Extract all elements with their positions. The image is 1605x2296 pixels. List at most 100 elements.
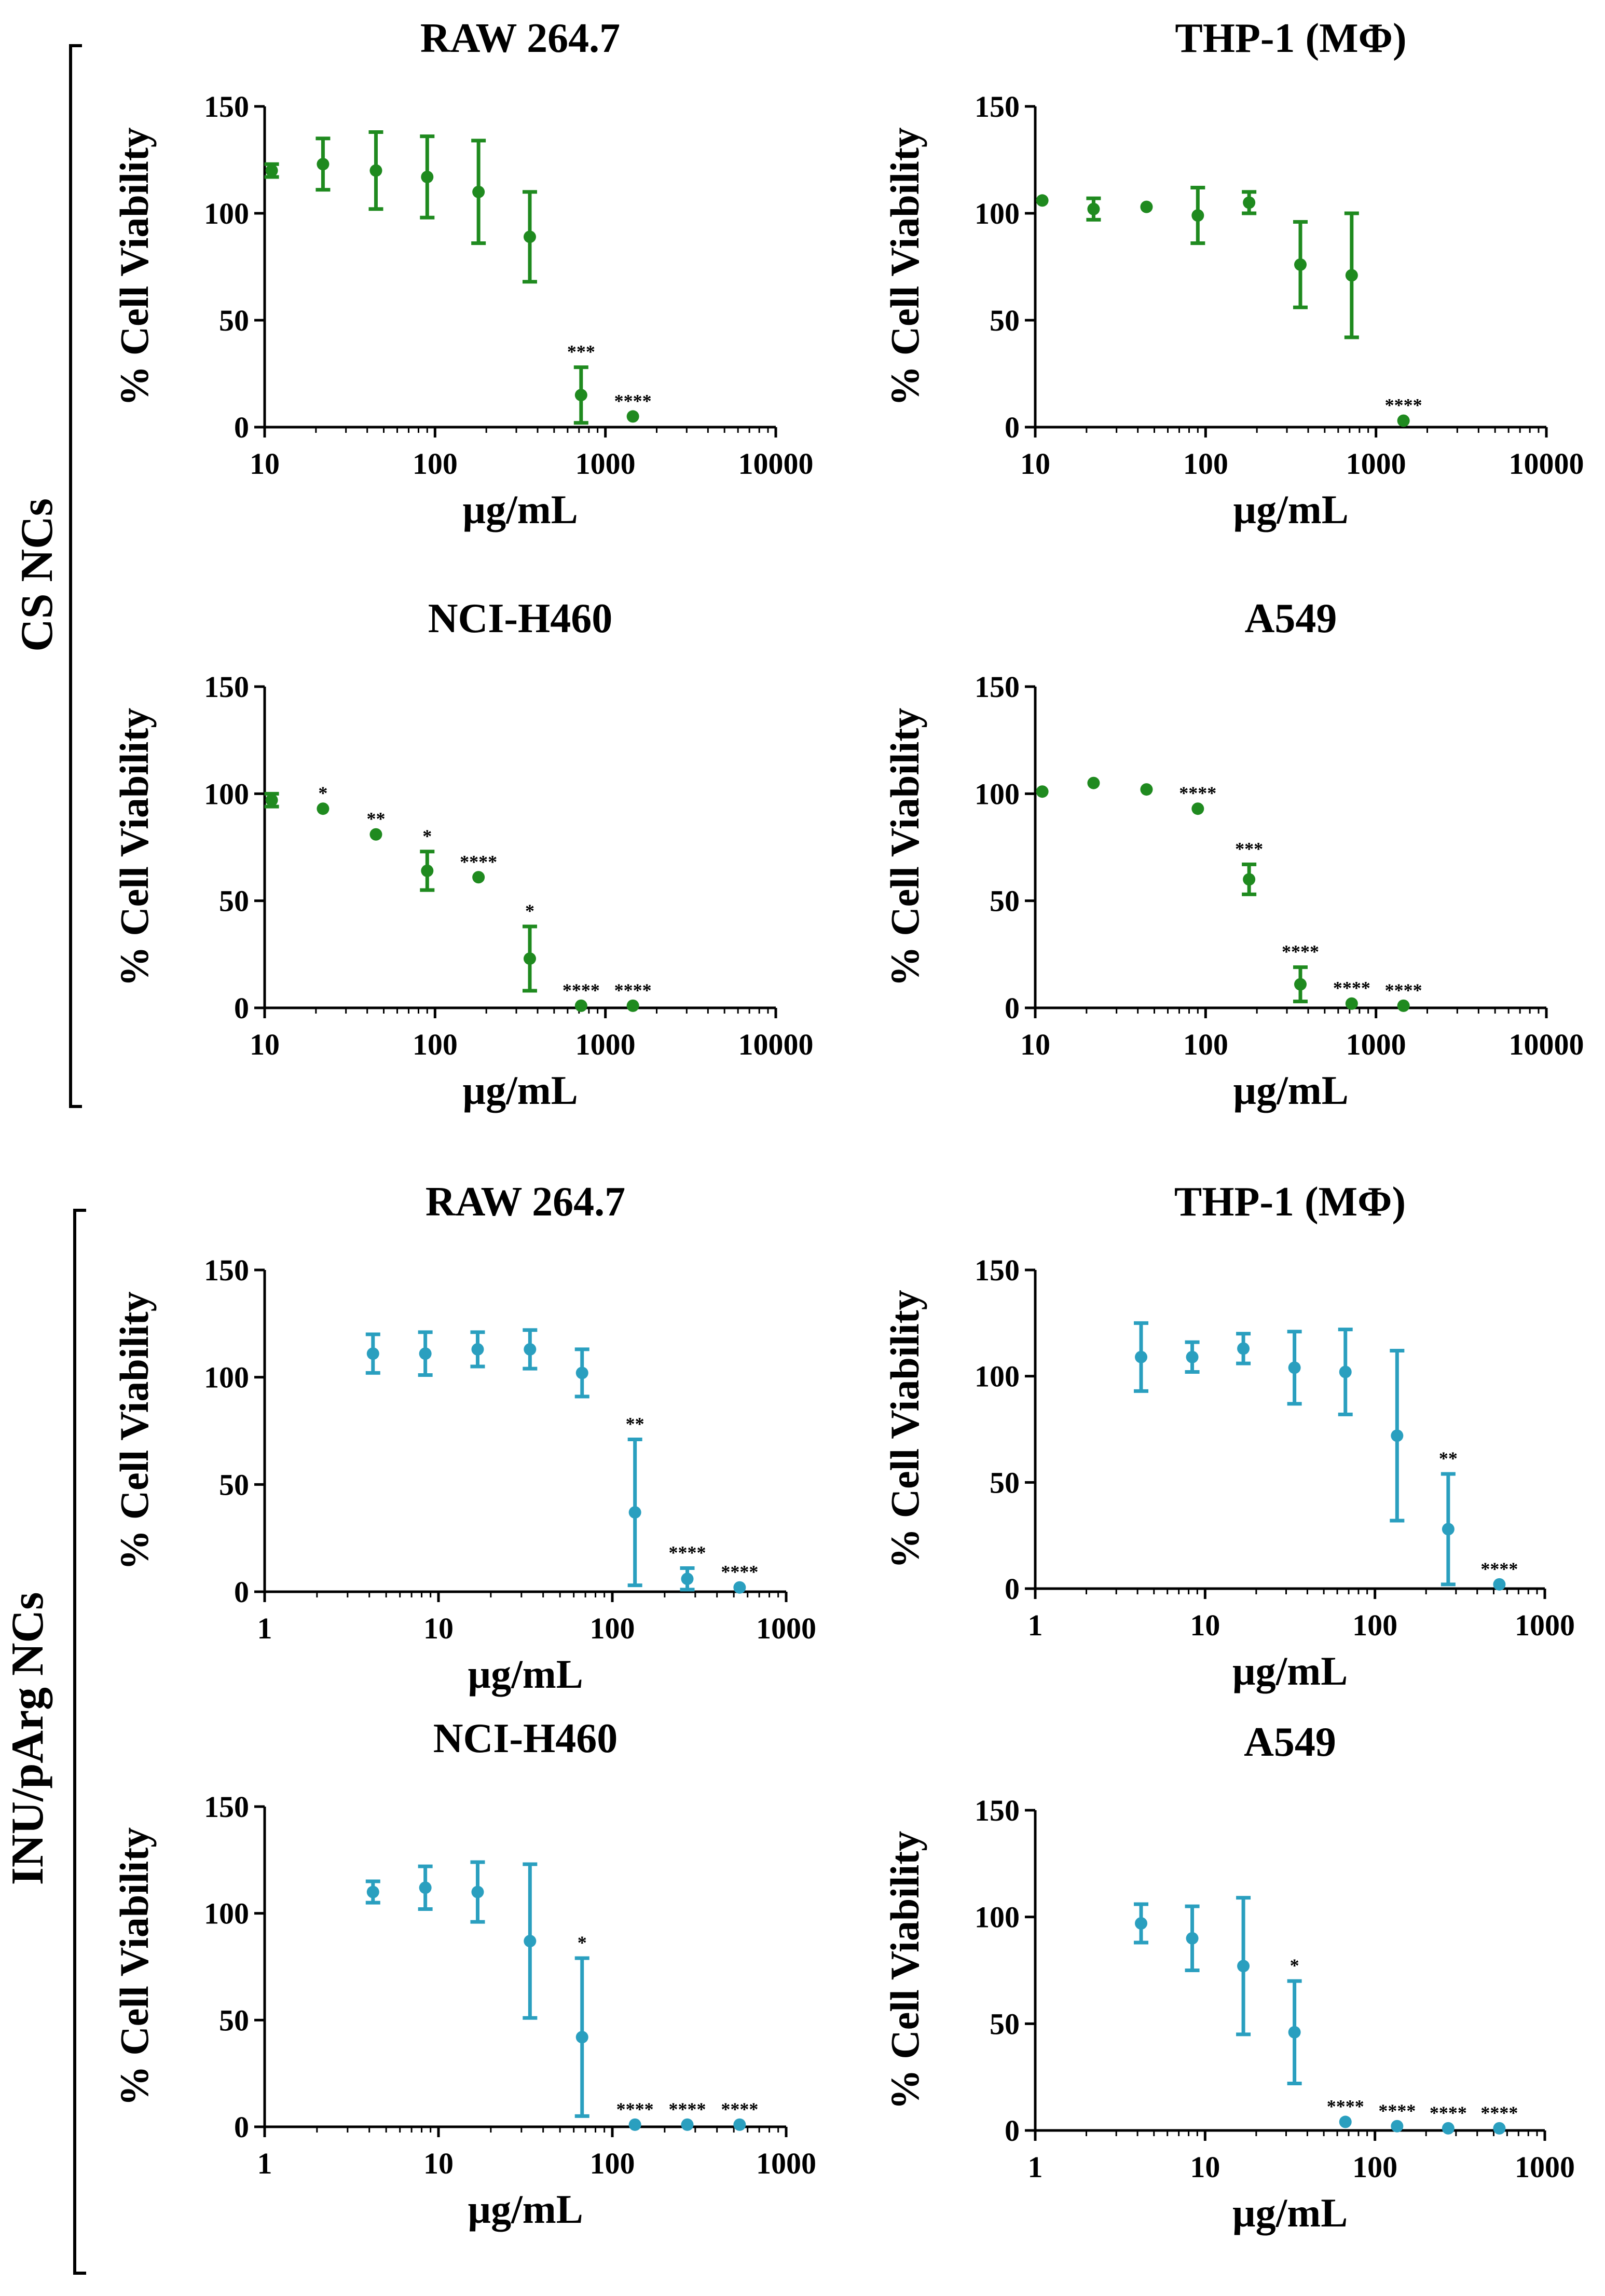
data-point (1493, 1578, 1506, 1591)
data-point (265, 164, 278, 177)
data-point-group (420, 134, 435, 220)
y-axis-label: % Cell Viability (882, 1290, 927, 1568)
data-point-group (1134, 1321, 1149, 1393)
data-point (1191, 209, 1204, 222)
data-point-group: *** (1235, 839, 1263, 896)
y-tick-label: 50 (219, 884, 249, 918)
data-point (1237, 1342, 1250, 1355)
y-tick-label: 150 (204, 90, 249, 124)
data-point-group: * (1287, 1955, 1302, 2086)
y-axis-label: % Cell Viability (112, 127, 157, 406)
data-point-group: **** (616, 2099, 654, 2131)
data-point-group (1344, 211, 1359, 339)
x-axis-label: µg/mL (1233, 1068, 1349, 1113)
chart-title: RAW 264.7 (426, 1179, 625, 1225)
data-point-group (365, 1879, 380, 1905)
y-tick-label: 100 (975, 1901, 1020, 1934)
y-tick-label: 50 (990, 884, 1020, 918)
x-tick-label: 10000 (738, 1028, 814, 1061)
x-tick-label: 10 (1020, 1028, 1050, 1061)
data-point (1442, 2122, 1455, 2135)
data-point (369, 828, 382, 841)
x-tick-label: 1 (257, 2147, 272, 2180)
data-point (575, 2031, 588, 2044)
data-point-group (1287, 1330, 1302, 1406)
y-tick-label: 150 (975, 670, 1020, 704)
significance-label: * (525, 900, 534, 921)
data-point (421, 864, 434, 877)
x-tick-label: 1 (257, 1611, 272, 1645)
data-point-group: **** (460, 851, 497, 884)
data-point (317, 802, 330, 815)
group-bracket-inu (73, 1209, 86, 2275)
significance-label: **** (1282, 941, 1319, 962)
data-point (1087, 202, 1100, 215)
significance-label: **** (616, 2099, 654, 2120)
y-tick-label: 150 (975, 1794, 1020, 1827)
chart-panel-6: THP-1 (MΦ) 0 50 100 150 1 10 100 1000 µg/mL % Cell… (882, 1179, 1575, 1693)
data-point (733, 1581, 746, 1594)
data-point-group (523, 1862, 538, 2020)
chart-title: NCI-H460 (433, 1716, 618, 1761)
data-point (1345, 997, 1358, 1010)
x-tick-label: 1000 (575, 447, 636, 481)
significance-label: * (318, 783, 327, 803)
data-point-group (264, 162, 279, 179)
data-point (574, 389, 587, 402)
y-tick-label: 0 (234, 411, 249, 444)
data-point (1294, 978, 1307, 991)
data-point-group (1086, 196, 1101, 222)
x-axis-label: µg/mL (462, 1068, 578, 1113)
data-point-group: *** (567, 341, 595, 425)
x-tick-label: 1000 (1515, 2150, 1575, 2184)
data-point-group: **** (669, 1542, 706, 1592)
data-point (472, 871, 485, 884)
data-point-group (365, 1332, 380, 1375)
x-axis-label: µg/mL (1232, 2190, 1348, 2235)
data-point-group (1140, 200, 1153, 213)
x-tick-label: 1000 (1346, 1028, 1406, 1061)
y-tick-label: 0 (1005, 2114, 1020, 2148)
y-tick-label: 150 (975, 1253, 1020, 1287)
data-point-group (1236, 1332, 1251, 1365)
y-axis-label: % Cell Viability (112, 1291, 157, 1570)
x-tick-label: 10 (423, 2147, 454, 2180)
x-tick-label: 100 (1352, 1608, 1397, 1642)
y-tick-label: 50 (219, 1468, 249, 1501)
data-point-group: **** (721, 1562, 758, 1594)
data-point-group: **** (614, 980, 652, 1012)
data-point-group (1338, 1328, 1353, 1416)
chart-panel-4: A549 0 50 100 150 10 100 1000 10000 µg/mL % Cell V… (882, 596, 1584, 1113)
x-tick-label: 1 (1028, 2150, 1043, 2184)
data-point-group (1087, 776, 1100, 789)
data-point-group: **** (1282, 941, 1319, 1004)
y-tick-label: 150 (975, 90, 1020, 124)
data-point (733, 2118, 746, 2131)
data-point-group: **** (1480, 1559, 1518, 1591)
y-tick-label: 100 (204, 1897, 249, 1931)
data-point (419, 1881, 432, 1894)
data-point-group: ** (1439, 1448, 1458, 1587)
significance-label: **** (1385, 980, 1422, 1001)
data-point-group: ** (366, 809, 385, 841)
data-point-group: **** (1378, 2100, 1416, 2133)
significance-label: **** (1327, 2096, 1364, 2117)
data-point-group (315, 136, 331, 192)
data-point-group (470, 1860, 485, 1924)
x-tick-label: 1000 (1515, 1608, 1575, 1642)
data-point-group (522, 190, 537, 284)
data-point-group: * (317, 783, 330, 815)
data-point (1036, 785, 1049, 798)
significance-label: ** (626, 1414, 644, 1434)
group-label-cs: CS NCs (12, 498, 62, 652)
significance-label: * (578, 1932, 587, 1953)
data-point-group (1140, 783, 1153, 796)
x-tick-label: 10 (250, 447, 280, 481)
x-tick-label: 10 (1190, 1608, 1220, 1642)
x-axis-label: µg/mL (468, 2186, 583, 2232)
chart-panel-2: THP-1 (MΦ) 0 50 100 150 10 100 1000 10000 µg/mL % … (882, 16, 1584, 532)
data-point (1391, 2120, 1404, 2133)
x-tick-label: 100 (413, 1028, 458, 1061)
data-point-group: **** (1179, 783, 1216, 815)
